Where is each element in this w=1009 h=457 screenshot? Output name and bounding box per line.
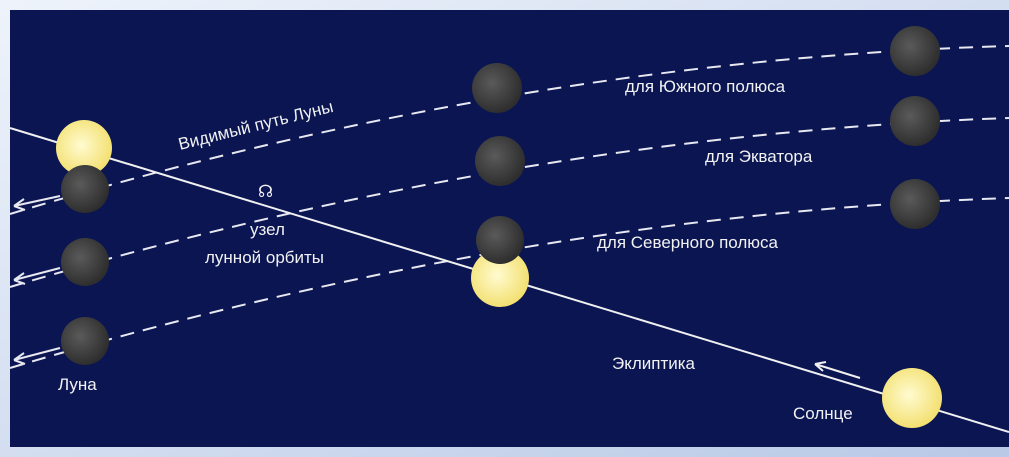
moon [61,238,109,286]
sun [882,368,942,428]
path-label: для Северного полюса [597,233,779,252]
moon [890,26,940,76]
sun-label: Солнце [793,404,853,423]
moon [475,136,525,186]
moon [476,216,524,264]
ecliptic-label: Эклиптика [612,354,696,373]
node-label: лунной орбиты [205,248,324,267]
moon [61,165,109,213]
moon [890,96,940,146]
moon [61,317,109,365]
moon [890,179,940,229]
moon-label: Луна [58,375,97,394]
diagram: Видимый путь Луны для Южного полюса для … [0,0,1009,457]
node-label: узел [250,220,285,239]
node-symbol: ☊ [258,182,273,201]
path-label: для Южного полюса [625,77,786,96]
path-label: для Экватора [705,147,813,166]
moon [472,63,522,113]
